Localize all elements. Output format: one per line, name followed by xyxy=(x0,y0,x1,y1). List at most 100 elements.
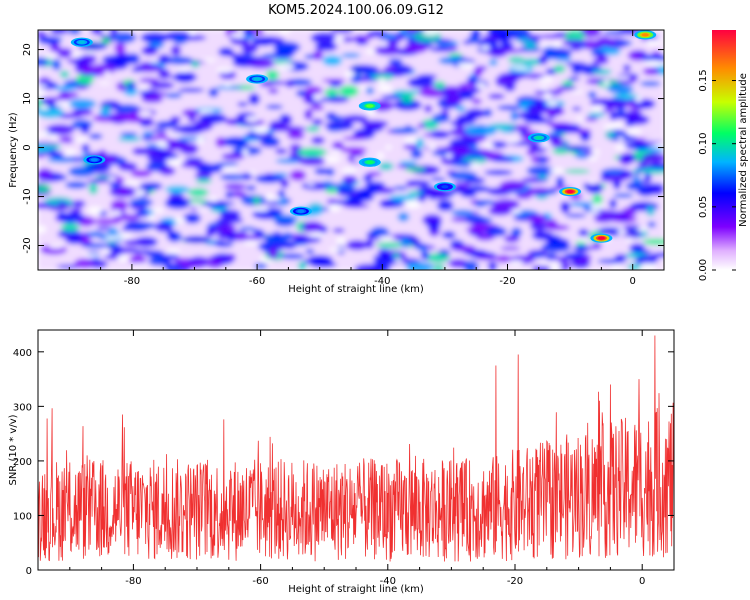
spectrogram-cell xyxy=(410,149,423,159)
spectrogram-cell xyxy=(332,141,344,150)
colorbar-tick-label: 0.10 xyxy=(698,133,709,155)
spectrogram-cell xyxy=(261,136,280,146)
spectrogram-cell xyxy=(364,181,386,189)
snr-xlabel: Height of straight line (km) xyxy=(288,584,424,595)
spectrogram-cell xyxy=(570,46,582,52)
spectrogram-hotspot xyxy=(559,187,582,197)
spectrogram-cell xyxy=(506,138,520,144)
spectrogram-cell xyxy=(342,136,368,141)
spectrogram-cell xyxy=(325,115,346,121)
spectrogram-cell xyxy=(510,111,519,122)
spectrogram-cell xyxy=(254,174,283,184)
spectrogram-cell xyxy=(329,247,346,252)
spectrogram-cell xyxy=(72,110,84,118)
spectrogram-cell xyxy=(511,66,530,71)
spectrogram-cell xyxy=(404,137,418,145)
spectrogram-cell xyxy=(314,42,338,52)
spectrogram-cell xyxy=(190,60,200,68)
spectrogram-hotspot xyxy=(527,133,550,143)
spectrogram-cell xyxy=(54,85,78,91)
spectrogram-cell xyxy=(259,255,267,263)
snr-series-line xyxy=(38,335,674,562)
spectrogram-cell xyxy=(81,143,90,153)
spectrogram-cell xyxy=(555,85,577,91)
spectrogram-cell xyxy=(619,212,629,223)
spectrogram-cell xyxy=(206,227,217,236)
spectrogram-cell xyxy=(258,242,273,251)
spectrogram-cell xyxy=(571,106,582,111)
spectrogram-cell xyxy=(183,212,201,224)
spectrogram-cell xyxy=(69,207,83,214)
spectrogram-cell xyxy=(344,70,356,78)
spectrogram-cell xyxy=(169,74,199,80)
spectrogram-cell xyxy=(394,259,403,263)
spectrogram-cell xyxy=(196,136,205,145)
spectrogram-cell xyxy=(199,109,215,114)
spectrogram-cell xyxy=(214,240,227,247)
spectrogram-cell xyxy=(635,255,659,263)
spectrogram-cell xyxy=(448,125,456,130)
spectrogram-cell xyxy=(100,36,111,45)
colorbar-label: Normalized spectral amplitude xyxy=(738,73,749,227)
spectrogram-cell xyxy=(390,127,419,134)
spectrogram-cell xyxy=(151,128,167,134)
spectrogram-cell xyxy=(510,227,523,238)
spectrogram-cell xyxy=(38,89,46,96)
spectrogram-cell xyxy=(267,88,279,94)
spectrogram-cell xyxy=(220,166,239,172)
spectrogram-cell xyxy=(341,53,361,58)
spectrogram-cell xyxy=(130,68,144,73)
spectrogram-cell xyxy=(113,214,141,221)
spectrogram-cell xyxy=(421,118,439,130)
spectrogram-cell xyxy=(164,197,192,210)
spectrogram-cell xyxy=(568,76,580,81)
spectrogram-cell xyxy=(226,119,252,125)
spectrogram-xlabel: Height of straight line (km) xyxy=(288,284,424,295)
spectrogram-hotspot xyxy=(289,206,312,216)
spectrogram-cell xyxy=(214,223,237,234)
spectrogram-cell xyxy=(497,34,510,44)
spectrogram-cell xyxy=(324,96,350,103)
spectrogram-cell xyxy=(552,41,562,48)
spectrogram-cell xyxy=(103,249,111,256)
spectrogram-cell xyxy=(47,157,76,163)
spectrogram-cell xyxy=(156,140,168,148)
spectrogram-cell xyxy=(555,176,565,188)
spectrogram-cell xyxy=(413,243,429,250)
x-tick-label: -80 xyxy=(124,276,140,287)
spectrogram-cell xyxy=(107,176,117,182)
spectrogram-cell xyxy=(138,110,153,118)
x-tick-label: -20 xyxy=(499,276,515,287)
spectrogram-cell xyxy=(405,200,418,209)
spectrogram-cell xyxy=(309,105,325,111)
spectrogram-cell xyxy=(475,82,487,89)
spectrogram-cell xyxy=(298,156,326,166)
spectrogram-cell xyxy=(388,194,418,201)
spectrogram-cell xyxy=(254,263,268,269)
spectrogram-cell xyxy=(238,226,256,231)
spectrogram-cell xyxy=(68,165,97,178)
spectrogram-cell xyxy=(58,136,78,144)
spectrogram-cell xyxy=(324,88,340,98)
spectrogram-cell xyxy=(457,89,475,101)
spectrogram-cell xyxy=(206,259,224,269)
spectrogram-cell xyxy=(304,85,323,95)
spectrogram-cell xyxy=(527,34,542,41)
spectrogram-cell xyxy=(199,58,217,62)
spectrogram-cell xyxy=(569,201,595,207)
spectrogram-cell xyxy=(337,184,357,194)
spectrogram-cell xyxy=(399,160,418,166)
spectrogram-cell xyxy=(323,156,341,163)
colorbar-gradient xyxy=(712,30,736,270)
spectrogram-cell xyxy=(285,79,295,88)
spectrogram-cell xyxy=(484,142,495,149)
spectrogram-cell xyxy=(537,262,550,266)
spectrogram-cell xyxy=(203,200,230,208)
spectrogram-cell xyxy=(332,228,345,233)
spectrogram-cell xyxy=(252,196,261,206)
spectrogram-cell xyxy=(346,240,369,251)
spectrogram-cell xyxy=(306,126,320,132)
spectrogram-cell xyxy=(101,30,111,35)
spectrogram-cell xyxy=(487,48,508,58)
spectrogram-cell xyxy=(195,178,212,184)
